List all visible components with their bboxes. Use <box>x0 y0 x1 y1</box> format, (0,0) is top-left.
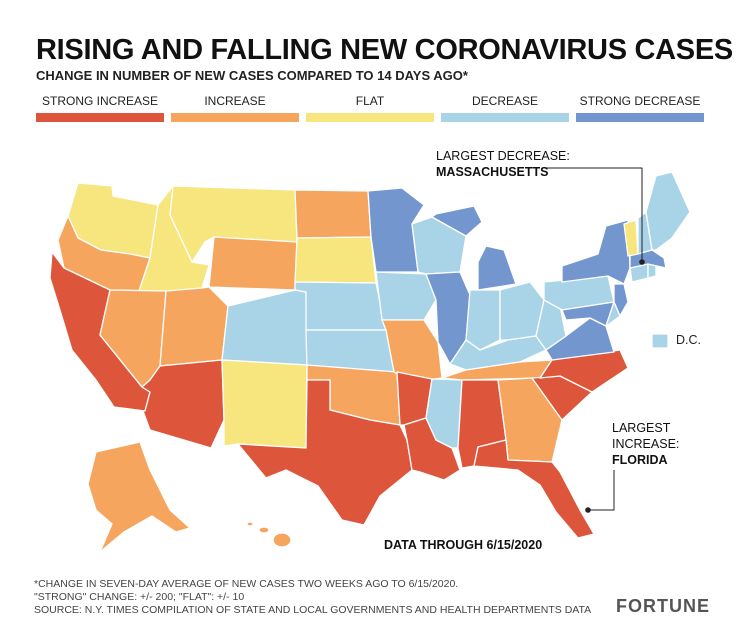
largest-increase-label-2: INCREASE: <box>612 437 680 451</box>
state-ia <box>375 271 437 321</box>
state-ne <box>294 281 387 331</box>
state-mi <box>431 205 483 237</box>
largest-increase-state: FLORIDA <box>612 453 668 467</box>
footnote-line-2: "STRONG" CHANGE: +/- 200; "FLAT": +/- 10 <box>34 591 245 603</box>
state-hi-island3 <box>246 521 254 527</box>
legend-item-strong-increase: STRONG INCREASE <box>36 94 164 124</box>
legend-swatch <box>171 113 299 122</box>
legend-label: STRONG INCREASE <box>41 94 158 108</box>
fortune-logo: FORTUNE <box>616 596 710 616</box>
state-in <box>465 289 501 351</box>
largest-decrease-label: LARGEST DECREASE: <box>436 149 570 163</box>
florida-leader-line <box>588 470 615 511</box>
largest-increase-annotation: LARGEST INCREASE: FLORIDA <box>612 420 679 468</box>
legend-swatch <box>36 113 164 122</box>
state-az <box>141 359 225 449</box>
footnote-line-3: SOURCE: N.Y. TIMES COMPILATION OF STATE … <box>34 604 592 616</box>
page-subtitle: CHANGE IN NUMBER OF NEW CASES COMPARED T… <box>36 68 468 83</box>
legend-swatch <box>306 113 434 122</box>
state-wv <box>535 299 567 351</box>
florida-leader-dot <box>585 507 591 513</box>
legend-label: DECREASE <box>471 94 539 108</box>
state-hi-island2 <box>258 526 270 534</box>
state-co <box>221 289 308 366</box>
state-fl <box>473 439 595 539</box>
legend-item-flat: FLAT <box>306 94 434 124</box>
largest-increase-label-1: LARGEST <box>612 421 671 435</box>
color-legend: STRONG INCREASE INCREASE FLAT DECREASE S… <box>36 94 704 124</box>
legend-swatch <box>576 113 704 122</box>
state-tx <box>237 379 413 526</box>
largest-decrease-state: MASSACHUSETTS <box>436 165 549 179</box>
state-wy <box>208 236 298 291</box>
footnote: *CHANGE IN SEVEN-DAY AVERAGE OF NEW CASE… <box>34 578 591 617</box>
state-me <box>645 171 691 251</box>
legend-item-decrease: DECREASE <box>441 94 569 124</box>
state-de <box>605 301 621 327</box>
largest-decrease-annotation: LARGEST DECREASE: MASSACHUSETTS <box>436 148 570 180</box>
state-nd <box>294 189 372 239</box>
state-ny <box>561 219 631 285</box>
legend-label: FLAT <box>355 94 385 108</box>
massachusetts-leader-dot <box>639 259 645 265</box>
state-nj <box>613 283 629 317</box>
data-through-note: DATA THROUGH 6/15/2020 <box>384 538 543 552</box>
footnote-line-1: *CHANGE IN SEVEN-DAY AVERAGE OF NEW CASE… <box>34 578 459 590</box>
dc-swatch <box>651 333 669 349</box>
dc-label: D.C. <box>676 333 701 347</box>
legend-item-strong-decrease: STRONG DECREASE <box>576 94 704 124</box>
legend-label: STRONG DECREASE <box>579 94 701 108</box>
state-nm <box>221 359 308 449</box>
state-ak <box>87 441 191 553</box>
state-mi2 <box>477 245 517 291</box>
state-sd <box>294 236 377 284</box>
state-md <box>561 301 615 327</box>
legend-swatch <box>441 113 569 122</box>
massachusetts-leader-line <box>546 167 643 262</box>
state-hi <box>272 532 292 548</box>
page-title: RISING AND FALLING NEW CORONAVIRUS CASES <box>36 34 733 66</box>
state-ut <box>159 286 229 367</box>
legend-label: INCREASE <box>204 94 266 108</box>
legend-item-increase: INCREASE <box>171 94 299 124</box>
